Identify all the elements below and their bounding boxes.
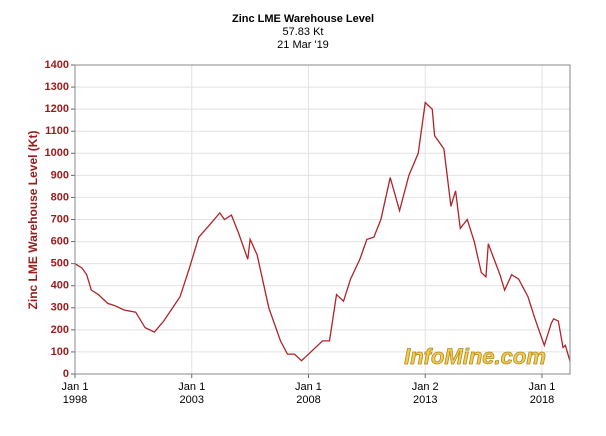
y-tick-label: 0 — [63, 368, 69, 380]
y-tick-label: 1000 — [45, 147, 69, 159]
x-tick-label: 2013 — [413, 394, 437, 406]
y-tick-label: 1200 — [45, 103, 69, 115]
y-tick-label: 200 — [51, 324, 69, 336]
y-tick-label: 300 — [51, 302, 69, 314]
watermark: InfoMine.com — [404, 344, 546, 369]
x-tick-label: 2003 — [180, 394, 204, 406]
y-tick-label: 400 — [51, 280, 69, 292]
y-tick-label: 1100 — [45, 125, 69, 137]
x-tick-label: Jan 2 — [412, 381, 439, 393]
x-tick-label: Jan 1 — [178, 381, 205, 393]
chart-subtitle: 57.83 Kt — [283, 26, 324, 38]
y-tick-label: 900 — [51, 169, 69, 181]
y-tick-label: 800 — [51, 191, 69, 203]
y-tick-label: 500 — [51, 258, 69, 270]
x-tick-label: Jan 1 — [62, 381, 89, 393]
chart-date: 21 Mar '19 — [277, 39, 329, 51]
x-tick-label: Jan 1 — [295, 381, 322, 393]
plot-border — [74, 64, 571, 375]
y-tick-label: 1300 — [45, 81, 69, 93]
data-line — [74, 101, 571, 362]
x-tick-label: 1998 — [63, 394, 87, 406]
y-tick-label: 700 — [51, 213, 69, 225]
y-axis-label: Zinc LME Warehouse Level (Kt) — [26, 131, 40, 310]
chart-title: Zinc LME Warehouse Level — [232, 13, 374, 25]
x-tick-label: Jan 1 — [529, 381, 556, 393]
x-tick-label: 2008 — [296, 394, 320, 406]
y-tick-label: 1400 — [45, 59, 69, 71]
x-tick-label: 2018 — [530, 394, 554, 406]
y-tick-label: 600 — [51, 235, 69, 247]
y-tick-label: 100 — [51, 346, 69, 358]
